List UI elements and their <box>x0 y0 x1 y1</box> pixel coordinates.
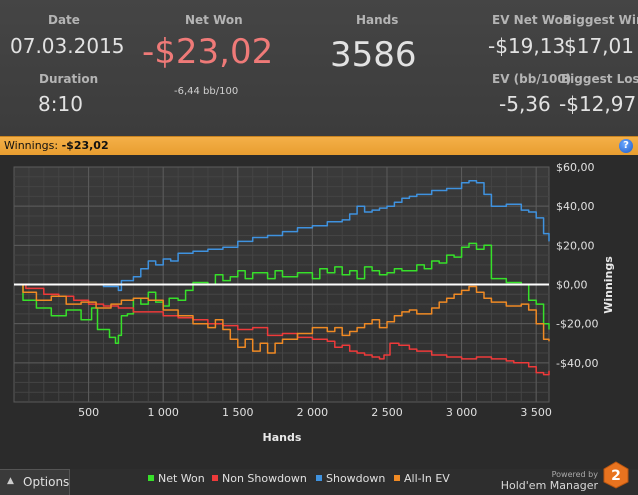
legend-item-net-won[interactable]: Net Won <box>148 472 205 485</box>
session-stats-panel: Date 07.03.2015 Duration 8:10 Net Won -$… <box>0 0 638 136</box>
winnings-label: Winnings: <box>4 139 59 152</box>
series-line-all-in-ev <box>14 283 550 354</box>
logo-number: 2 <box>611 468 621 484</box>
hands-label: Hands <box>356 13 399 27</box>
help-icon[interactable]: ? <box>619 139 633 153</box>
ev-net-won-label: EV Net Won <box>492 13 572 27</box>
x-tick-label: 500 <box>78 406 99 419</box>
powered-by-text: Powered by <box>551 470 598 479</box>
y-tick-label: $40,00 <box>556 200 595 213</box>
biggest-win-label: Biggest Win <box>563 13 638 27</box>
winnings-value: -$23,02 <box>61 139 109 152</box>
footer-bar: ▲ Options Net Won Non Showdown Showdown … <box>0 469 638 495</box>
winnings-bar: Winnings: -$23,02 ? <box>0 136 638 155</box>
series-line-net-won <box>14 242 550 345</box>
legend-label: All-In EV <box>404 472 450 485</box>
series-line-showdown <box>14 179 550 292</box>
legend-label: Net Won <box>158 472 205 485</box>
options-button[interactable]: ▲ Options <box>0 469 70 495</box>
winnings-chart: 500 1 000 1 500 2 000 2 500 3 000 3 500 $60,00 $… <box>0 155 638 469</box>
y-tick-label: $20,00 <box>556 239 595 252</box>
net-won-swatch <box>148 475 154 481</box>
biggest-loss-value: -$12,97 <box>559 92 637 116</box>
x-tick-label: 2 000 <box>297 406 329 419</box>
legend-label: Non Showdown <box>222 472 307 485</box>
x-axis-title: Hands <box>263 431 302 444</box>
ev-net-won-value: -$19,13 <box>488 34 566 58</box>
showdown-swatch <box>316 475 322 481</box>
all-in-ev-swatch <box>394 475 400 481</box>
winnings-summary: Winnings: -$23,02 <box>4 139 109 152</box>
x-tick-label: 3 000 <box>446 406 478 419</box>
legend-item-non-showdown[interactable]: Non Showdown <box>212 472 307 485</box>
winnings-chart-svg: 500 1 000 1 500 2 000 2 500 3 000 3 500 $60,00 $… <box>13 161 615 444</box>
non-showdown-swatch <box>212 475 218 481</box>
date-value: 07.03.2015 <box>10 34 125 58</box>
net-won-label: Net Won <box>185 13 243 27</box>
y-tick-label: -$40,00 <box>556 357 598 370</box>
x-tick-label: 3 500 <box>520 406 552 419</box>
brand-name: Hold'em Manager <box>500 479 598 492</box>
y-tick-label: $60,00 <box>556 161 595 174</box>
ev-bb100-value: -5,36 <box>499 92 551 116</box>
x-tick-label: 1 000 <box>147 406 179 419</box>
net-won-bb100: -6,44 bb/100 <box>174 86 239 97</box>
y-tick-label: -$20,00 <box>556 318 598 331</box>
biggest-win-value: $17,01 <box>564 34 634 58</box>
legend-item-showdown[interactable]: Showdown <box>316 472 385 485</box>
series-line-non-showdown <box>14 283 550 376</box>
duration-label: Duration <box>39 72 99 86</box>
brand-block: Powered by Hold'em Manager <box>500 470 598 492</box>
hem2-logo-icon: 2 <box>603 461 629 489</box>
options-label: Options <box>23 475 70 489</box>
legend-item-all-in-ev[interactable]: All-In EV <box>394 472 450 485</box>
chevron-up-icon: ▲ <box>7 476 14 486</box>
x-tick-label: 1 500 <box>222 406 254 419</box>
biggest-loss-label: Biggest Loss <box>561 72 638 86</box>
x-tick-label: 2 500 <box>371 406 403 419</box>
legend-label: Showdown <box>326 472 386 485</box>
ev-bb100-label: EV (bb/100) <box>492 72 572 86</box>
y-tick-label: $0,00 <box>556 279 588 292</box>
net-won-value: -$23,02 <box>142 32 274 72</box>
duration-value: 8:10 <box>38 92 83 116</box>
y-axis-title: Winnings <box>602 256 615 314</box>
date-label: Date <box>48 13 80 27</box>
hands-value: 3586 <box>330 35 417 75</box>
